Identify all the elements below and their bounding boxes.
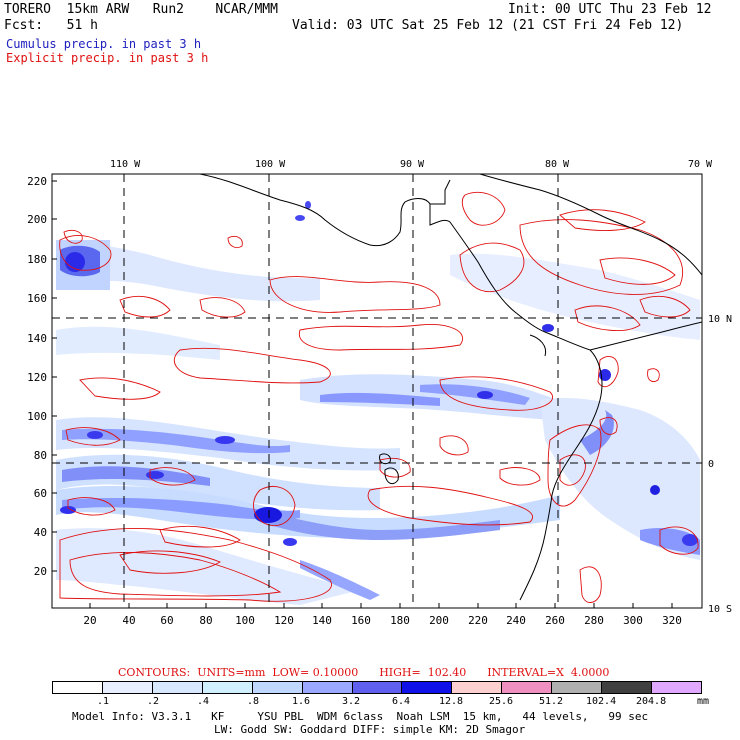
lat-label-10s: 10 S: [708, 604, 732, 615]
legend-label: 102.4: [586, 696, 617, 707]
y-tick-80: 80: [34, 449, 47, 462]
lon-label-70w: 70 W: [688, 159, 713, 170]
y-tick-120: 120: [27, 371, 47, 384]
precip-map: 110 W 100 W 90 W 80 W 70 W 10 N 0 10 S 2…: [27, 159, 732, 627]
model-info-line1: Model Info: V3.3.1 KF YSU PBL WDM 6class…: [72, 710, 649, 723]
y-tick-20: 20: [34, 565, 47, 578]
x-tick-140: 140: [312, 614, 332, 627]
y-tick-100: 100: [27, 410, 47, 423]
lon-label-100w: 100 W: [255, 159, 286, 170]
lon-label-90w: 90 W: [400, 159, 425, 170]
header-forecast-hour: Fcst: 51 h: [4, 18, 98, 33]
legend-swatch: [152, 682, 203, 693]
legend-label: 1.6: [292, 696, 311, 707]
legend-label: 25.6: [489, 696, 514, 707]
legend-swatch: [252, 682, 303, 693]
header-init-time: Init: 00 UTC Thu 23 Feb 12: [508, 2, 712, 17]
graticule: [52, 174, 702, 608]
x-tick-200: 200: [429, 614, 449, 627]
x-tick-280: 280: [584, 614, 604, 627]
explicit-precip-label: Explicit precip. in past 3 h: [6, 51, 209, 65]
lon-label-110w: 110 W: [110, 159, 141, 170]
legend-label: .1: [97, 696, 110, 707]
legend-label: .8: [247, 696, 260, 707]
x-tick-240: 240: [506, 614, 526, 627]
x-tick-160: 160: [351, 614, 371, 627]
x-tick-80: 80: [199, 614, 212, 627]
x-tick-120: 120: [274, 614, 294, 627]
lat-label-10n: 10 N: [708, 314, 732, 325]
axis-ticks: [52, 180, 673, 608]
x-tick-320: 320: [662, 614, 682, 627]
legend-swatch: [53, 682, 103, 693]
lon-label-80w: 80 W: [545, 159, 570, 170]
y-tick-220: 220: [27, 175, 47, 188]
legend-unit: mm: [697, 696, 710, 707]
legend-swatch: [402, 682, 453, 693]
y-tick-40: 40: [34, 526, 47, 539]
legend-swatch: [502, 682, 553, 693]
precip-shading: [56, 201, 700, 605]
legend-swatch: [202, 682, 253, 693]
legend-label: 204.8: [636, 696, 667, 707]
legend-swatch: [302, 682, 353, 693]
header-model-title: TORERO 15km ARW Run2 NCAR/MMM: [4, 2, 278, 17]
x-tick-300: 300: [623, 614, 643, 627]
legend-swatch: [452, 682, 503, 693]
lat-label-equator: 0: [708, 459, 714, 470]
cumulus-precip-label: Cumulus precip. in past 3 h: [6, 37, 202, 51]
precip-color-legend: [52, 681, 702, 694]
legend-label: 12.8: [439, 696, 464, 707]
legend-swatch: [602, 682, 653, 693]
legend-swatch: [352, 682, 403, 693]
legend-label: 6.4: [392, 696, 411, 707]
x-tick-260: 260: [545, 614, 565, 627]
model-info-line2: LW: Godd SW: Goddard DIFF: simple KM: 2D…: [214, 723, 526, 736]
y-tick-160: 160: [27, 292, 47, 305]
legend-label: .4: [197, 696, 210, 707]
y-tick-140: 140: [27, 332, 47, 345]
y-tick-200: 200: [27, 213, 47, 226]
x-tick-180: 180: [390, 614, 410, 627]
y-tick-180: 180: [27, 253, 47, 266]
explicit-precip-contours: [59, 191, 699, 603]
y-tick-60: 60: [34, 487, 47, 500]
contours-info: CONTOURS: UNITS=mm LOW= 0.10000 HIGH= 10…: [118, 666, 610, 679]
legend-swatch: [102, 682, 153, 693]
coastlines: [199, 174, 702, 601]
x-tick-100: 100: [235, 614, 255, 627]
legend-label: 3.2: [342, 696, 361, 707]
x-tick-40: 40: [122, 614, 135, 627]
legend-swatch: [652, 682, 701, 693]
legend-label: 51.2: [539, 696, 564, 707]
x-tick-20: 20: [83, 614, 96, 627]
legend-label: .2: [147, 696, 160, 707]
x-tick-220: 220: [468, 614, 488, 627]
header-valid-time: Valid: 03 UTC Sat 25 Feb 12 (21 CST Fri …: [292, 18, 684, 33]
legend-swatch: [552, 682, 603, 693]
x-tick-60: 60: [160, 614, 173, 627]
